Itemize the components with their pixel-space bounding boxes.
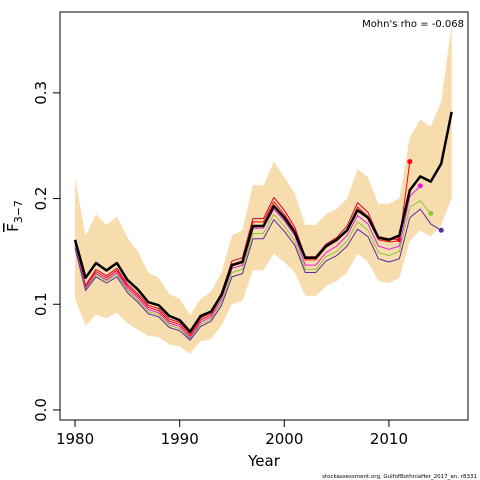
y-axis-label: F3−7 <box>4 200 25 232</box>
retro-end-point <box>438 227 444 233</box>
retro-line <box>74 197 400 335</box>
retro-line <box>74 200 432 340</box>
retro-line <box>73 111 453 333</box>
plot-area <box>73 24 453 354</box>
y-tick-label: 0.1 <box>32 292 50 316</box>
retro-end-point <box>428 210 434 216</box>
footer: stockassessment.org, GulfofBothniaHer_20… <box>322 474 477 480</box>
x-tick-label: 2000 <box>265 430 303 448</box>
retro-line <box>74 208 442 341</box>
y-axis-label-subscript: 3−7 <box>12 200 25 223</box>
retro-end-point <box>417 183 423 189</box>
x-tick-label: 1990 <box>161 430 199 448</box>
annotation: Mohn's rho = -0.068 <box>362 19 464 30</box>
x-tick-label: 2010 <box>370 430 408 448</box>
confidence-band <box>75 24 452 354</box>
y-tick-label: 0.0 <box>32 398 50 422</box>
plot-frame <box>59 11 469 421</box>
x-axis-label: Year <box>247 452 281 470</box>
y-tick-label: 0.2 <box>32 187 50 211</box>
retro-end-point <box>407 159 413 165</box>
y-axis-label-main: F <box>4 223 22 232</box>
x-tick-label: 1980 <box>56 430 94 448</box>
y-tick-label: 0.3 <box>32 81 50 105</box>
